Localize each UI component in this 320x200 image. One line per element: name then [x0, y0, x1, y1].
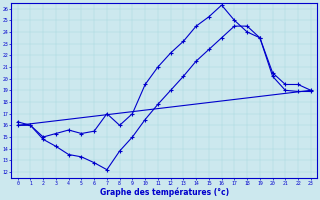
X-axis label: Graphe des températures (°c): Graphe des températures (°c): [100, 188, 229, 197]
